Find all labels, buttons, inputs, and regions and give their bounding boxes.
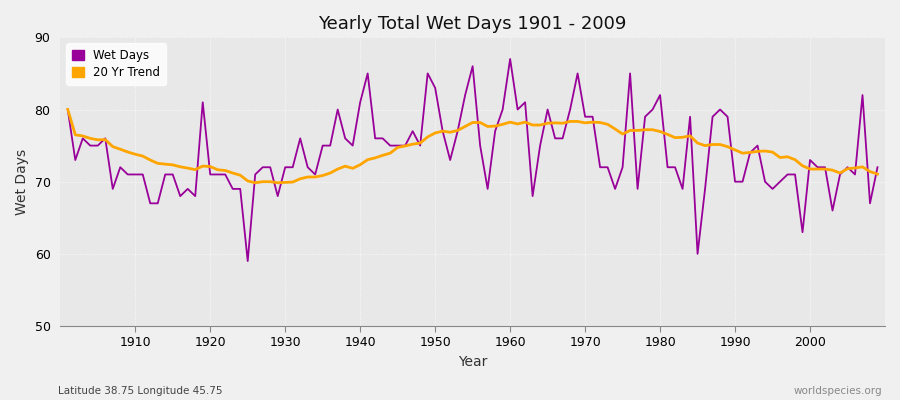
Wet Days	[519, 100, 530, 105]
20 Yr Trend	[512, 122, 523, 126]
20 Yr Trend	[872, 172, 883, 176]
20 Yr Trend	[602, 122, 613, 127]
Text: worldspecies.org: worldspecies.org	[794, 386, 882, 396]
Wet Days	[295, 136, 306, 141]
Text: Latitude 38.75 Longitude 45.75: Latitude 38.75 Longitude 45.75	[58, 386, 223, 396]
Line: Wet Days: Wet Days	[68, 59, 878, 261]
20 Yr Trend	[295, 176, 306, 181]
20 Yr Trend	[250, 180, 261, 185]
Wet Days	[872, 165, 883, 170]
Wet Days	[122, 172, 133, 177]
20 Yr Trend	[505, 120, 516, 124]
Wet Days	[512, 107, 523, 112]
X-axis label: Year: Year	[458, 355, 487, 369]
Legend: Wet Days, 20 Yr Trend: Wet Days, 20 Yr Trend	[67, 43, 166, 84]
20 Yr Trend	[122, 150, 133, 154]
20 Yr Trend	[62, 107, 73, 112]
Y-axis label: Wet Days: Wet Days	[15, 149, 29, 215]
Wet Days	[62, 107, 73, 112]
Wet Days	[505, 56, 516, 61]
Wet Days	[242, 259, 253, 264]
Line: 20 Yr Trend: 20 Yr Trend	[68, 110, 878, 183]
20 Yr Trend	[340, 164, 351, 168]
Title: Yearly Total Wet Days 1901 - 2009: Yearly Total Wet Days 1901 - 2009	[319, 15, 626, 33]
Wet Days	[340, 136, 351, 141]
Wet Days	[609, 186, 620, 191]
